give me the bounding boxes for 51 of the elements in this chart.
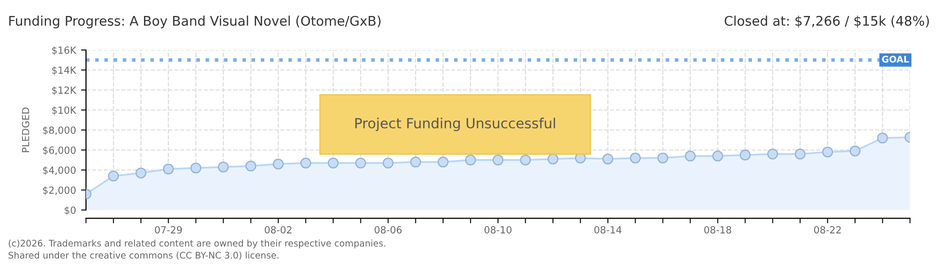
point	[272, 158, 284, 170]
point	[712, 150, 724, 162]
chart-title: Funding Progress: A Boy Band Visual Novel (Otome/GxB)	[9, 16, 381, 28]
y-tick-label: $4,000	[43, 166, 76, 176]
y-tick-label: $14K	[52, 66, 76, 76]
point	[548, 154, 558, 164]
point	[438, 156, 448, 168]
point	[355, 158, 366, 168]
point	[492, 154, 504, 166]
annotation: Project Funding Unsuccessful	[355, 118, 556, 132]
point	[657, 152, 668, 164]
point	[218, 162, 229, 172]
point	[136, 168, 146, 178]
y-axis-title: PLEDGED	[22, 108, 30, 152]
x-tick-label: 07-29	[154, 226, 182, 234]
point	[822, 146, 834, 158]
point	[520, 154, 531, 166]
text: Closed at: $7,266 / $15k (48%)	[724, 16, 929, 28]
y-tick-label: $16K	[52, 46, 76, 56]
point	[794, 148, 806, 160]
ref-line-label: GOAL	[882, 56, 909, 63]
point	[877, 132, 888, 144]
point	[850, 146, 860, 156]
text: (c)2026. Trademarks and related content are owned by their respective companies.	[8, 240, 386, 248]
x-tick-label: 08-18	[704, 226, 732, 234]
x-tick-label: 08-06	[374, 226, 402, 234]
y-tick-label: $2,000	[43, 186, 76, 196]
y-tick-label: $0	[64, 206, 76, 216]
x-tick-label: 08-10	[484, 226, 512, 234]
point	[108, 170, 119, 182]
point	[740, 150, 751, 160]
point	[245, 160, 256, 172]
y-tick-label: $12K	[52, 86, 76, 96]
point	[465, 154, 476, 166]
y-tick-label: $6,000	[43, 146, 76, 156]
x-tick-label: 08-14	[594, 226, 622, 234]
point	[190, 162, 202, 174]
point	[602, 154, 614, 164]
point	[328, 158, 339, 168]
point	[684, 150, 696, 162]
point	[162, 164, 174, 174]
y-tick-label: $8,000	[43, 126, 76, 136]
x-tick-label: 08-02	[264, 226, 292, 234]
point	[630, 152, 641, 164]
point	[382, 158, 394, 168]
y-tick-label: $10K	[52, 106, 76, 116]
x-tick-label: 08-22	[814, 226, 841, 234]
point	[300, 158, 312, 168]
text: Shared under the creative commons (CC BY-NC 3.0) license.	[8, 252, 278, 260]
point	[767, 148, 778, 160]
point	[410, 156, 422, 168]
